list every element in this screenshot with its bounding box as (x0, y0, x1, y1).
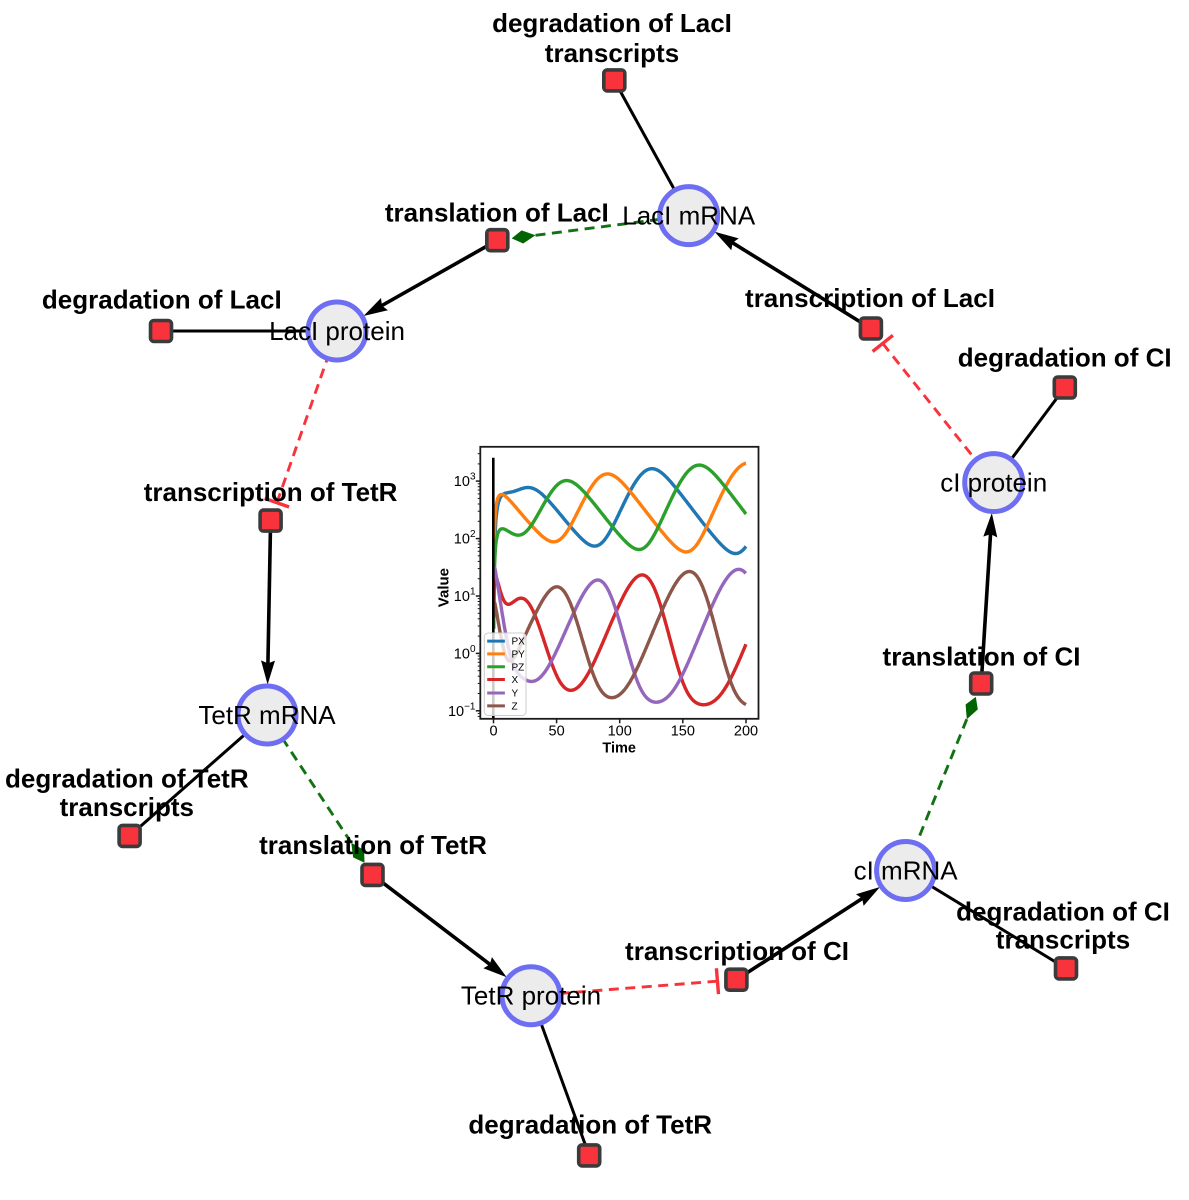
svg-text:200: 200 (734, 724, 758, 740)
svg-text:transcripts: transcripts (545, 38, 679, 68)
svg-text:50: 50 (549, 724, 565, 740)
svg-text:Value: Value (436, 568, 453, 607)
svg-text:cI mRNA: cI mRNA (854, 856, 959, 886)
svg-text:transcripts: transcripts (60, 792, 194, 822)
svg-text:transcription of TetR: transcription of TetR (144, 477, 398, 507)
svg-text:degradation of LacI: degradation of LacI (42, 285, 282, 315)
svg-text:degradation of TetR: degradation of TetR (5, 764, 249, 794)
svg-text:degradation of CI: degradation of CI (958, 342, 1172, 372)
svg-text:PZ: PZ (512, 662, 525, 673)
svg-text:Y: Y (512, 689, 519, 700)
svg-text:TetR protein: TetR protein (461, 981, 601, 1011)
svg-text:transcription of CI: transcription of CI (625, 936, 849, 966)
svg-text:0: 0 (489, 724, 497, 740)
svg-text:TetR mRNA: TetR mRNA (198, 700, 336, 730)
svg-text:LacI protein: LacI protein (269, 316, 405, 346)
svg-text:LacI mRNA: LacI mRNA (622, 201, 756, 231)
svg-text:PX: PX (512, 637, 526, 648)
svg-text:PY: PY (512, 650, 526, 661)
svg-text:degradation of LacI: degradation of LacI (492, 8, 732, 38)
svg-text:X: X (512, 675, 519, 686)
svg-text:Time: Time (602, 741, 636, 757)
svg-text:degradation of TetR: degradation of TetR (468, 1109, 712, 1139)
svg-text:translation of CI: translation of CI (883, 642, 1081, 672)
svg-text:translation of LacI: translation of LacI (385, 198, 609, 228)
svg-text:100: 100 (608, 724, 632, 740)
svg-text:degradation of CI: degradation of CI (956, 897, 1170, 927)
svg-text:Z: Z (512, 702, 518, 713)
svg-text:150: 150 (671, 724, 695, 740)
svg-text:cI protein: cI protein (940, 468, 1047, 498)
svg-text:transcription of LacI: transcription of LacI (745, 283, 995, 313)
svg-text:translation of TetR: translation of TetR (259, 830, 487, 860)
svg-text:transcripts: transcripts (996, 925, 1130, 955)
